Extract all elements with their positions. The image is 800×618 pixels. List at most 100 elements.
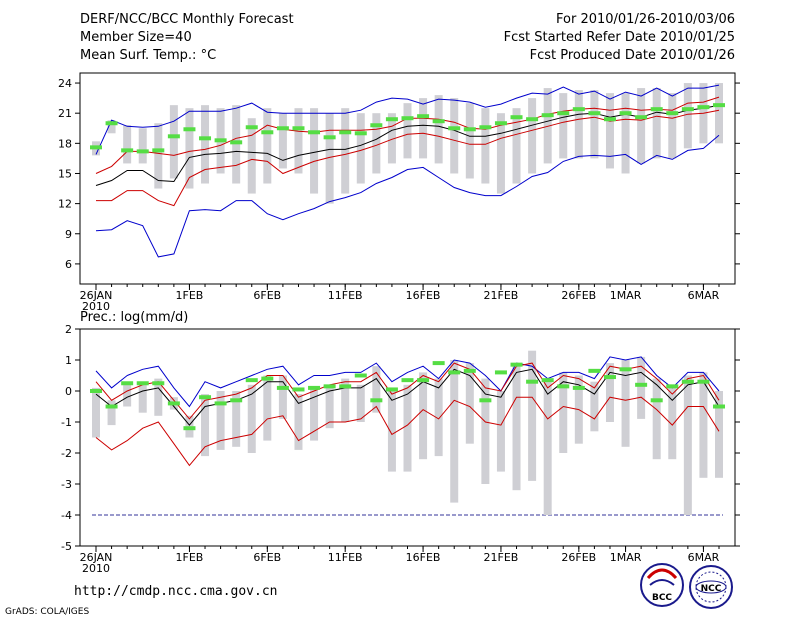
temp-obs-marker xyxy=(261,130,274,135)
prec-box xyxy=(403,384,412,472)
temp-xtick-label: 26FEB xyxy=(561,289,596,302)
temp-xtick-label: 21FEB xyxy=(484,289,519,302)
prec-ytick-label: -4 xyxy=(61,509,72,522)
prec-xtick-label: 26FEB xyxy=(561,551,596,564)
ncc-logo-text: NCC xyxy=(701,584,722,594)
grads-credit: GrADS: COLA/IGES xyxy=(5,607,89,617)
temp-box xyxy=(107,120,116,134)
prec-obs-marker xyxy=(666,384,679,389)
temp-box xyxy=(247,118,256,194)
prec-obs-marker xyxy=(448,370,461,375)
forecast-started: Fcst Started Refer Date 2010/01/25 xyxy=(504,30,735,45)
temp-xtick-label: 1FEB xyxy=(176,289,204,302)
prec-box xyxy=(138,381,147,413)
prec-obs-marker xyxy=(199,395,212,400)
temp-obs-marker xyxy=(510,115,523,120)
bcc-logo: BCC xyxy=(640,563,684,607)
temp-obs-marker xyxy=(105,121,118,126)
temp-box xyxy=(450,98,459,174)
temp-box xyxy=(341,108,350,194)
prec-box xyxy=(419,372,428,460)
temp-obs-marker xyxy=(167,134,180,139)
prec-ytick-label: -5 xyxy=(61,540,72,553)
temp-ytick-label: 21 xyxy=(58,107,72,120)
temp-box xyxy=(356,113,365,184)
prec-obs-marker xyxy=(308,385,321,390)
temp-box xyxy=(294,108,303,174)
temp-obs-marker xyxy=(697,105,710,110)
prec-box xyxy=(263,375,272,441)
temp-obs-marker xyxy=(463,127,476,132)
prec-box xyxy=(434,378,443,457)
prec-box xyxy=(154,378,163,416)
temp-xtick-label: 6FEB xyxy=(253,289,281,302)
prec-xtick-label: 6MAR xyxy=(688,551,720,564)
temp-obs-marker xyxy=(199,136,212,141)
prec-box xyxy=(278,375,287,419)
prec-box xyxy=(201,394,210,457)
temp-obs-marker xyxy=(448,126,461,131)
prec-box xyxy=(387,387,396,472)
temp-xtick-label: 16FEB xyxy=(406,289,441,302)
prec-obs-marker xyxy=(245,378,258,383)
temp-box xyxy=(590,90,599,159)
prec-line-mean-sd xyxy=(95,396,720,467)
temp-obs-marker xyxy=(276,126,289,131)
prec-obs-marker xyxy=(339,384,352,389)
temp-xtick-label: 11FEB xyxy=(328,289,363,302)
temp-xtick-sublabel: 2010 xyxy=(82,300,110,313)
forecast-produced: Fcst Produced Date 2010/01/26 xyxy=(530,48,735,63)
temp-box xyxy=(465,103,474,179)
prec-box xyxy=(341,378,350,422)
prec-box xyxy=(294,394,303,450)
temp-obs-marker xyxy=(183,127,196,132)
prec-obs-marker xyxy=(214,401,227,406)
prec-box xyxy=(590,381,599,432)
temp-obs-marker xyxy=(572,107,585,112)
prec-obs-marker xyxy=(354,373,367,378)
temp-obs-marker xyxy=(541,113,554,118)
temp-line-mean xyxy=(95,104,720,186)
prec-obs-marker xyxy=(276,385,289,390)
prec-xtick-label: 11FEB xyxy=(328,551,363,564)
source-url[interactable]: http://cmdp.ncc.cma.gov.cn xyxy=(74,584,278,599)
temp-ytick-label: 15 xyxy=(58,167,72,180)
prec-ytick-label: 0 xyxy=(65,385,72,398)
temp-box xyxy=(543,88,552,164)
temp-ytick-label: 18 xyxy=(58,137,72,150)
temp-obs-marker xyxy=(385,117,398,122)
temp-obs-marker xyxy=(432,119,445,124)
prec-box xyxy=(715,391,723,478)
prec-box xyxy=(450,360,459,503)
temp-box xyxy=(169,105,178,179)
temp-box xyxy=(434,95,443,164)
temp-obs-marker xyxy=(650,107,663,112)
prec-obs-marker xyxy=(136,381,149,386)
prec-obs-marker xyxy=(105,404,118,409)
prec-xtick-label: 26JAN xyxy=(80,551,113,564)
temp-ytick-label: 12 xyxy=(58,198,72,211)
prec-box xyxy=(605,363,614,422)
prec-xtick-sublabel: 2010 xyxy=(82,562,110,575)
prec-obs-marker xyxy=(681,379,694,384)
prec-obs-marker xyxy=(479,398,492,403)
prec-box xyxy=(92,387,100,438)
temp-obs-marker xyxy=(479,125,492,130)
temp-obs-marker xyxy=(635,115,648,120)
prec-line-mean+sd xyxy=(95,362,720,420)
temp-obs-marker xyxy=(354,131,367,136)
prec-obs-marker xyxy=(572,385,585,390)
prec-xtick-label: 16FEB xyxy=(406,551,441,564)
temp-box xyxy=(496,113,505,194)
variable-label: Mean Surf. Temp.: °C xyxy=(80,48,216,63)
temp-obs-marker xyxy=(588,111,601,116)
prec-box xyxy=(512,363,521,491)
temp-box xyxy=(278,113,287,169)
temp-obs-marker xyxy=(666,111,679,116)
temp-box xyxy=(559,93,568,159)
temp-box xyxy=(668,93,677,159)
prec-obs-marker xyxy=(370,398,383,403)
prec-box xyxy=(543,381,552,515)
prec-obs-marker xyxy=(385,387,398,392)
